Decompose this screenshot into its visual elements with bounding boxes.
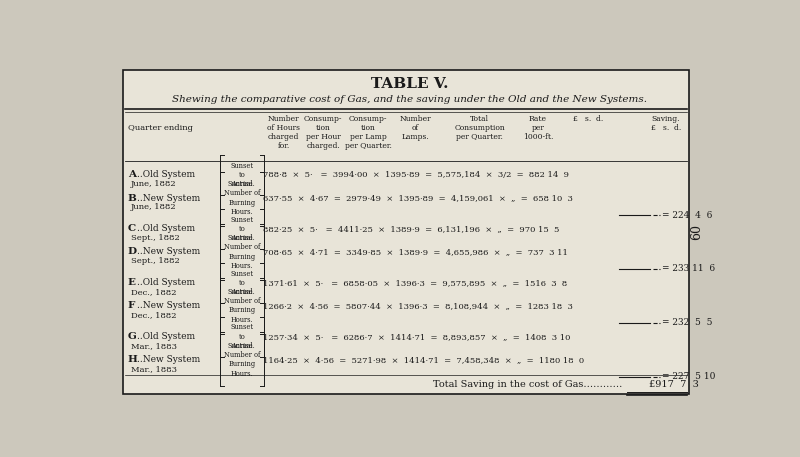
Text: June, 1882: June, 1882 <box>131 180 177 188</box>
Text: ..New System: ..New System <box>138 247 201 256</box>
Text: ..New System: ..New System <box>138 194 201 202</box>
Text: E: E <box>128 278 136 287</box>
Text: 1257·34  ×  5·   =  6286·7  ×  1414·71  =  8,893,857  ×  „  =  1408  3 10: 1257·34 × 5· = 6286·7 × 1414·71 = 8,893,… <box>262 333 570 340</box>
Text: £   s.  d.: £ s. d. <box>573 115 603 123</box>
Text: £917  7  3: £917 7 3 <box>649 380 698 389</box>
Text: 788·8  ×  5·   =  3994·00  ×  1395·89  =  5,575,184  ×  3/2  =  882 14  9: 788·8 × 5· = 3994·00 × 1395·89 = 5,575,1… <box>262 171 569 179</box>
Text: Sunset
to
Sunrise.: Sunset to Sunrise. <box>228 324 256 350</box>
Text: Shewing the comparative cost of Gas, and the saving under the Old and the New Sy: Shewing the comparative cost of Gas, and… <box>173 95 647 104</box>
Text: June, 1882: June, 1882 <box>131 203 177 211</box>
Text: Number
of
Lamps.: Number of Lamps. <box>400 115 431 141</box>
Text: 60: 60 <box>690 224 703 240</box>
Text: 708·65  ×  4·71  =  3349·85  ×  1389·9  =  4,655,986  ×  „  =  737  3 11: 708·65 × 4·71 = 3349·85 × 1389·9 = 4,655… <box>262 248 568 256</box>
Text: ..Old System: ..Old System <box>138 278 195 287</box>
Text: = 232  5  5: = 232 5 5 <box>662 318 712 327</box>
Text: Mar., 1883: Mar., 1883 <box>131 365 177 373</box>
Text: = 227  5 10: = 227 5 10 <box>662 372 715 381</box>
Text: Dec., 1882: Dec., 1882 <box>131 288 177 296</box>
Text: TABLE V.: TABLE V. <box>371 77 449 91</box>
Text: H: H <box>128 355 138 364</box>
Text: 882·25  ×  5·   =  4411·25  ×  1389·9  =  6,131,196  ×  „  =  970 15  5: 882·25 × 5· = 4411·25 × 1389·9 = 6,131,1… <box>262 225 559 233</box>
Text: Actual
Number of
Burning
Hours.: Actual Number of Burning Hours. <box>224 180 260 216</box>
Text: Actual
Number of
Burning
Hours.: Actual Number of Burning Hours. <box>224 234 260 270</box>
Text: Total Saving in the cost of Gas…………: Total Saving in the cost of Gas………… <box>434 380 622 389</box>
Text: A: A <box>128 170 136 180</box>
Text: Consump-
tion
per Lamp
per Quarter.: Consump- tion per Lamp per Quarter. <box>345 115 391 150</box>
Text: Actual
Number of
Burning
Hours.: Actual Number of Burning Hours. <box>224 342 260 377</box>
Text: Total
Consumption
per Quarter.: Total Consumption per Quarter. <box>454 115 505 141</box>
Text: Sept., 1882: Sept., 1882 <box>131 234 180 242</box>
Text: F: F <box>128 301 135 310</box>
Text: Actual
Number of
Burning
Hours.: Actual Number of Burning Hours. <box>224 288 260 324</box>
Text: ..New System: ..New System <box>138 301 201 310</box>
Text: 1164·25  ×  4·56  =  5271·98  ×  1414·71  =  7,458,348  ×  „  =  1180 18  0: 1164·25 × 4·56 = 5271·98 × 1414·71 = 7,4… <box>262 356 584 364</box>
Text: 637·55  ×  4·67  =  2979·49  ×  1395·89  =  4,159,061  ×  „  =  658 10  3: 637·55 × 4·67 = 2979·49 × 1395·89 = 4,15… <box>262 194 573 202</box>
Text: Sept., 1882: Sept., 1882 <box>131 257 180 265</box>
Text: G: G <box>128 332 137 341</box>
Text: D: D <box>128 247 137 256</box>
Text: Sunset
to
Sunrise.: Sunset to Sunrise. <box>228 162 256 188</box>
Text: Consump-
tion
per Hour
charged.: Consump- tion per Hour charged. <box>304 115 342 150</box>
Text: Mar., 1883: Mar., 1883 <box>131 342 177 350</box>
Text: Saving.
£   s.  d.: Saving. £ s. d. <box>650 115 681 132</box>
Text: ..Old System: ..Old System <box>138 332 195 341</box>
Text: ..New System: ..New System <box>138 355 201 364</box>
Text: Dec., 1882: Dec., 1882 <box>131 311 177 319</box>
Text: ..Old System: ..Old System <box>138 224 195 234</box>
Text: Sunset
to
Sunrise.: Sunset to Sunrise. <box>228 270 256 296</box>
Text: B: B <box>128 194 137 202</box>
Text: Number
of Hours
charged
for.: Number of Hours charged for. <box>267 115 300 150</box>
Text: Sunset
to
Sunrise.: Sunset to Sunrise. <box>228 216 256 242</box>
Text: C: C <box>128 224 136 234</box>
Text: = 224  4  6: = 224 4 6 <box>662 211 712 219</box>
Text: Rate
per
1000-ft.: Rate per 1000-ft. <box>522 115 553 141</box>
Text: 1371·61  ×  5·   =  6858·05  ×  1396·3  =  9,575,895  ×  „  =  1516  3  8: 1371·61 × 5· = 6858·05 × 1396·3 = 9,575,… <box>262 279 567 287</box>
Text: Quarter ending: Quarter ending <box>128 124 193 132</box>
Text: 1266·2  ×  4·56  =  5807·44  ×  1396·3  =  8,108,944  ×  „  =  1283 18  3: 1266·2 × 4·56 = 5807·44 × 1396·3 = 8,108… <box>262 302 573 310</box>
Text: ..Old System: ..Old System <box>138 170 195 180</box>
Text: = 233 11  6: = 233 11 6 <box>662 265 715 273</box>
